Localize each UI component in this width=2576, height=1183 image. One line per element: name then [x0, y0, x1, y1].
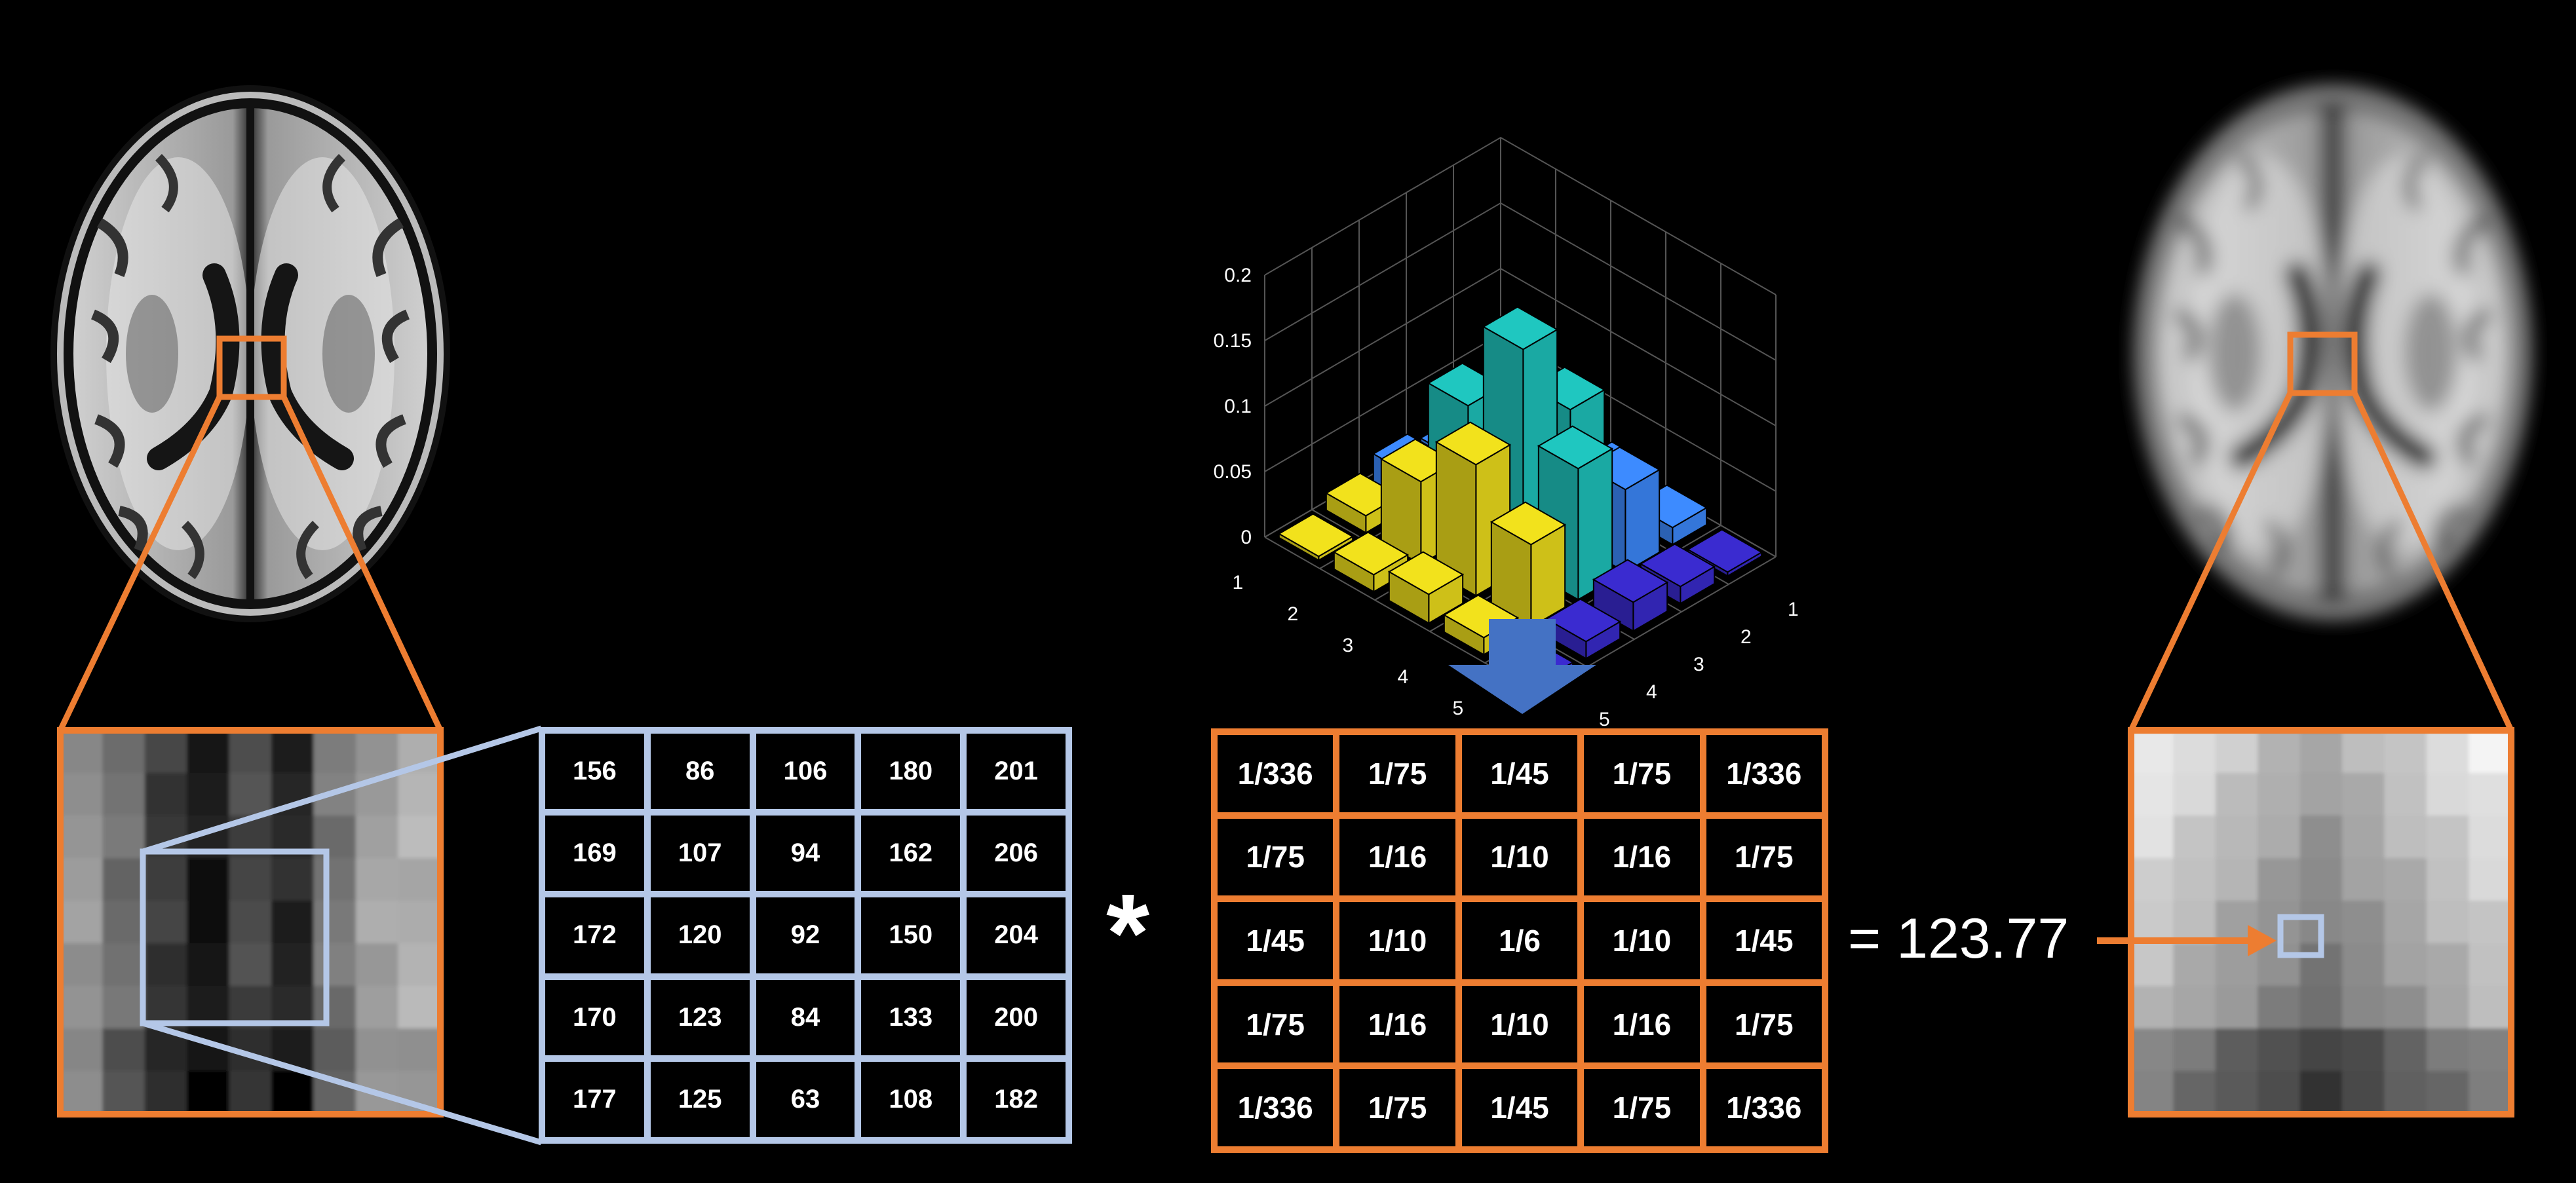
zoom-line-right-a [2128, 392, 2294, 732]
kernel-matrix-cell: 1/75 [1339, 1069, 1455, 1146]
kernel-matrix-cell: 1/16 [1339, 985, 1455, 1063]
kernel-matrix-cell: 1/75 [1218, 818, 1334, 896]
z-tick-label: 0.05 [1214, 461, 1252, 483]
kernel-matrix-cell: 1/336 [1706, 1069, 1822, 1146]
kernel-matrix-cell: 1/336 [1706, 735, 1822, 812]
y-tick-label: 4 [1646, 681, 1657, 703]
y-tick-label: 2 [1740, 626, 1752, 648]
output-pixel-box [2277, 914, 2324, 958]
kernel-matrix-cell: 1/45 [1218, 902, 1334, 979]
z-tick-label: 0.2 [1224, 265, 1252, 286]
x-tick-label: 2 [1287, 603, 1298, 625]
wall-gridline [1264, 202, 1777, 361]
result-arrow-head-icon [2248, 925, 2277, 956]
kernel-matrix-cell: 1/75 [1706, 818, 1822, 896]
z-tick-label: 0 [1240, 527, 1252, 548]
kernel-matrix-cell: 1/336 [1218, 1069, 1334, 1146]
wall-gridline [1264, 267, 1777, 426]
kernel-matrix-cell: 1/45 [1706, 902, 1822, 979]
pixel-matrix-cell: 180 [861, 734, 961, 810]
zoom-line-blue-a [142, 725, 543, 855]
y-tick-label: 5 [1599, 709, 1610, 730]
pixel-matrix-cell: 206 [967, 816, 1066, 892]
pixel-matrix-cell: 84 [756, 979, 855, 1055]
zoomed-pixel-patch-left [57, 727, 444, 1117]
pixel-matrix-cell: 108 [861, 1061, 961, 1137]
kernel-matrix-cell: 1/45 [1461, 735, 1578, 812]
pixel-matrix-cell: 94 [756, 816, 855, 892]
x-tick-label: 3 [1342, 635, 1353, 656]
kernel-matrix-cell: 1/10 [1584, 902, 1700, 979]
zoom-line-blue-b [142, 1020, 543, 1146]
pixel-matrix-cell: 92 [756, 897, 855, 973]
pixel-matrix-cell: 170 [545, 979, 644, 1055]
kernel-matrix-cell: 1/75 [1706, 985, 1822, 1063]
z-tick-label: 0.1 [1224, 396, 1252, 417]
kernel-matrix-cell: 1/16 [1339, 818, 1455, 896]
kernel-bar [1545, 598, 1622, 660]
kernel-matrix-cell: 1/10 [1339, 902, 1455, 979]
pixel-matrix-cell: 107 [650, 816, 750, 892]
sharp-brain-mri-icon [50, 85, 450, 622]
kernel-matrix-cell: 1/75 [1218, 985, 1334, 1063]
x-tick-label: 5 [1452, 698, 1463, 719]
pixel-matrix-cell: 150 [861, 897, 961, 973]
kernel-matrix-cell: 1/10 [1461, 818, 1578, 896]
convolution-result: = 123.77 [1848, 907, 2069, 970]
zoomed-pixel-patch-right [2128, 727, 2514, 1117]
kernel-matrix-cell: 1/6 [1461, 902, 1578, 979]
pixel-matrix-cell: 200 [967, 979, 1066, 1055]
kernel-weight-matrix: 1/336 1/75 1/45 1/75 1/336 1/75 1/16 1/10 1/16 1/… [1211, 728, 1828, 1153]
pixel-matrix-cell: 125 [650, 1061, 750, 1137]
pixel-matrix-cell: 169 [545, 816, 644, 892]
pixel-matrix-cell: 86 [650, 734, 750, 810]
kernel-bar [1387, 551, 1465, 625]
pixel-matrix-cell: 204 [967, 897, 1066, 973]
gaussian-kernel-3d-bar-chart: 0 0.05 0.1 0.15 0.2 1 2 3 4 5 1 2 3 4 5 [1214, 136, 1799, 730]
x-tick-label: 1 [1232, 572, 1243, 593]
wall-gridline [1264, 136, 1777, 295]
zoom-line-left-b [280, 396, 444, 732]
pixel-matrix-cell: 172 [545, 897, 644, 973]
pixel-matrix-cell: 182 [967, 1061, 1066, 1137]
kernel-matrix-cell: 1/45 [1461, 1069, 1578, 1146]
pixel-matrix-cell: 156 [545, 734, 644, 810]
kernel-matrix-cell: 1/336 [1218, 735, 1334, 812]
pixel-matrix-cell: 201 [967, 734, 1066, 810]
zoom-line-left-a [57, 396, 223, 732]
kernel-matrix-cell: 1/16 [1584, 818, 1700, 896]
zoom-line-right-b [2351, 392, 2514, 732]
kernel-matrix-cell: 1/75 [1584, 735, 1700, 812]
pixel-matrix-cell: 133 [861, 979, 961, 1055]
pixel-matrix-cell: 177 [545, 1061, 644, 1137]
pixel-matrix-cell: 106 [756, 734, 855, 810]
blurred-brain-mri-icon [2133, 84, 2533, 621]
kernel-matrix-cell: 1/75 [1339, 735, 1455, 812]
kernel-bar [1277, 513, 1355, 562]
kernel-matrix-cell: 1/75 [1584, 1069, 1700, 1146]
down-arrow-icon [1448, 619, 1596, 714]
pixel-matrix-cell: 123 [650, 979, 750, 1055]
y-tick-label: 1 [1788, 599, 1799, 620]
z-tick-label: 0.15 [1214, 330, 1252, 352]
kernel-matrix-cell: 1/10 [1461, 985, 1578, 1063]
roi-box-right [2287, 331, 2358, 396]
y-tick-label: 3 [1693, 654, 1704, 675]
roi-box-left [216, 335, 287, 400]
x-tick-label: 4 [1397, 666, 1408, 688]
pixel-matrix-cell: 120 [650, 897, 750, 973]
pixel-matrix-cell: 63 [756, 1061, 855, 1137]
convolution-operator: * [1106, 871, 1150, 996]
kernel-window-box [140, 848, 330, 1026]
kernel-bar [1537, 425, 1614, 601]
pixel-matrix-cell: 162 [861, 816, 961, 892]
kernel-matrix-cell: 1/16 [1584, 985, 1700, 1063]
pixel-value-matrix: 156 86 106 180 201 169 107 94 162 206 172 120 92 150 2… [539, 727, 1072, 1144]
